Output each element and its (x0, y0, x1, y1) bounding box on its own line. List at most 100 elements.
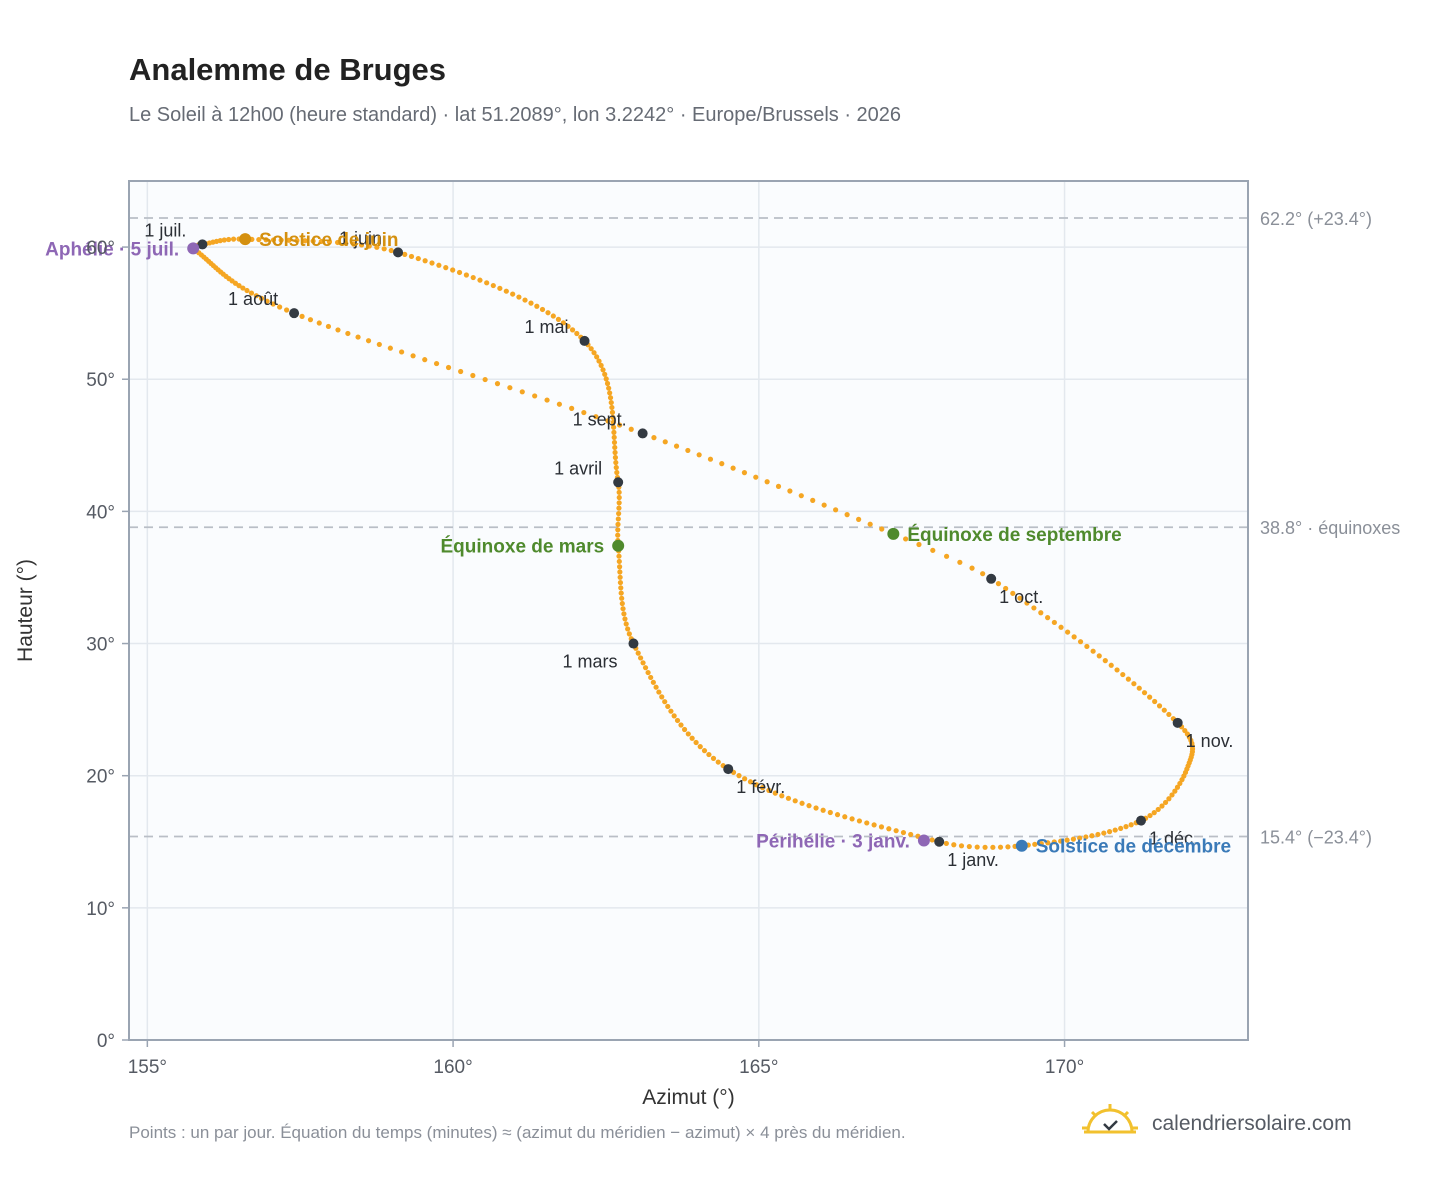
daily-point (299, 313, 305, 319)
month-marker-label: 1 févr. (736, 777, 785, 797)
daily-point (878, 824, 885, 830)
daily-point (785, 795, 792, 801)
daily-point (1005, 844, 1011, 850)
daily-point (674, 717, 681, 724)
daily-point (1084, 643, 1090, 650)
daily-point (1156, 703, 1163, 709)
daily-point (611, 429, 617, 435)
daily-point (528, 300, 534, 306)
month-marker-label: 1 juil. (144, 220, 186, 240)
month-marker (197, 239, 208, 250)
daily-point (226, 236, 232, 243)
daily-point (616, 558, 622, 565)
daily-point (544, 397, 550, 403)
daily-point (966, 843, 972, 850)
daily-point (693, 739, 699, 746)
daily-point (1123, 824, 1129, 830)
event-marker (887, 527, 900, 540)
daily-point (1179, 777, 1185, 783)
daily-point (588, 346, 594, 352)
daily-point (574, 330, 580, 337)
daily-point (943, 553, 950, 559)
daily-point (710, 755, 717, 761)
daily-point (594, 354, 600, 360)
daily-point (623, 621, 629, 627)
daily-point (990, 844, 996, 850)
daily-point (849, 816, 855, 822)
daily-point (388, 247, 394, 254)
daily-point (612, 449, 618, 456)
daily-point (610, 419, 616, 425)
daily-point (820, 807, 826, 813)
axis-ticks: 155° 160° 165° 170° 0° 10° 20° 30° 40° 50° 60° (86, 238, 1084, 1078)
daily-point (593, 414, 599, 420)
daily-point (1065, 629, 1071, 635)
daily-point (879, 526, 885, 532)
daily-point (248, 290, 255, 296)
event-label: Solstice de décembre (1036, 837, 1231, 858)
daily-point (484, 280, 490, 286)
daily-point (903, 536, 909, 542)
daily-point (648, 674, 654, 681)
daily-point (1083, 834, 1089, 840)
daily-point (958, 843, 965, 849)
daily-point (665, 703, 671, 710)
month-marker-label: 1 nov. (1186, 731, 1234, 751)
daily-point (604, 380, 611, 387)
daily-point (766, 787, 772, 793)
daily-point (607, 390, 613, 396)
daily-point (685, 447, 691, 454)
daily-point (345, 330, 351, 337)
daily-point (560, 320, 566, 326)
daily-point (358, 242, 365, 248)
month-marker (1135, 815, 1146, 826)
month-marker (986, 573, 997, 584)
daily-point (1118, 825, 1124, 832)
daily-point (617, 574, 623, 580)
event-marker (917, 834, 930, 847)
daily-point (609, 404, 615, 411)
daily-point (656, 689, 662, 695)
event-label: Équinoxe de mars (441, 536, 605, 558)
daily-point (494, 381, 501, 387)
daily-point (1058, 624, 1064, 630)
event-label: Aphélie · 5 juil. (45, 239, 179, 260)
daily-point (605, 418, 611, 424)
daily-point (635, 650, 641, 656)
daily-point (798, 493, 804, 499)
daily-point (1147, 812, 1153, 819)
daily-point (1045, 615, 1051, 621)
y-tick-label: 0° (97, 1031, 115, 1052)
daily-point (779, 793, 785, 799)
daily-point (681, 726, 688, 733)
daily-point (651, 435, 657, 441)
daily-point (626, 631, 632, 637)
month-marker (579, 335, 590, 346)
month-marker (637, 428, 648, 439)
daily-point (747, 779, 754, 785)
daily-point (650, 679, 656, 685)
month-marker (613, 477, 624, 488)
daily-point (470, 274, 476, 281)
daily-point (522, 297, 528, 303)
daily-point (612, 444, 618, 451)
daily-point (1152, 698, 1158, 705)
daily-point (1177, 780, 1183, 787)
daily-point (221, 237, 227, 243)
daily-point (640, 660, 646, 666)
daily-point (616, 505, 622, 511)
month-marker-label: 1 mai (525, 317, 569, 337)
daily-point (1095, 831, 1101, 838)
daily-point (775, 483, 782, 489)
daily-point (1101, 830, 1107, 836)
daily-point (673, 443, 680, 449)
daily-point (402, 251, 408, 257)
daily-point (625, 626, 631, 632)
daily-point (617, 569, 623, 575)
daily-point (617, 579, 624, 586)
daily-point (916, 541, 922, 548)
daily-point (1136, 685, 1142, 691)
daily-point (294, 237, 300, 244)
daily-point (463, 272, 469, 278)
